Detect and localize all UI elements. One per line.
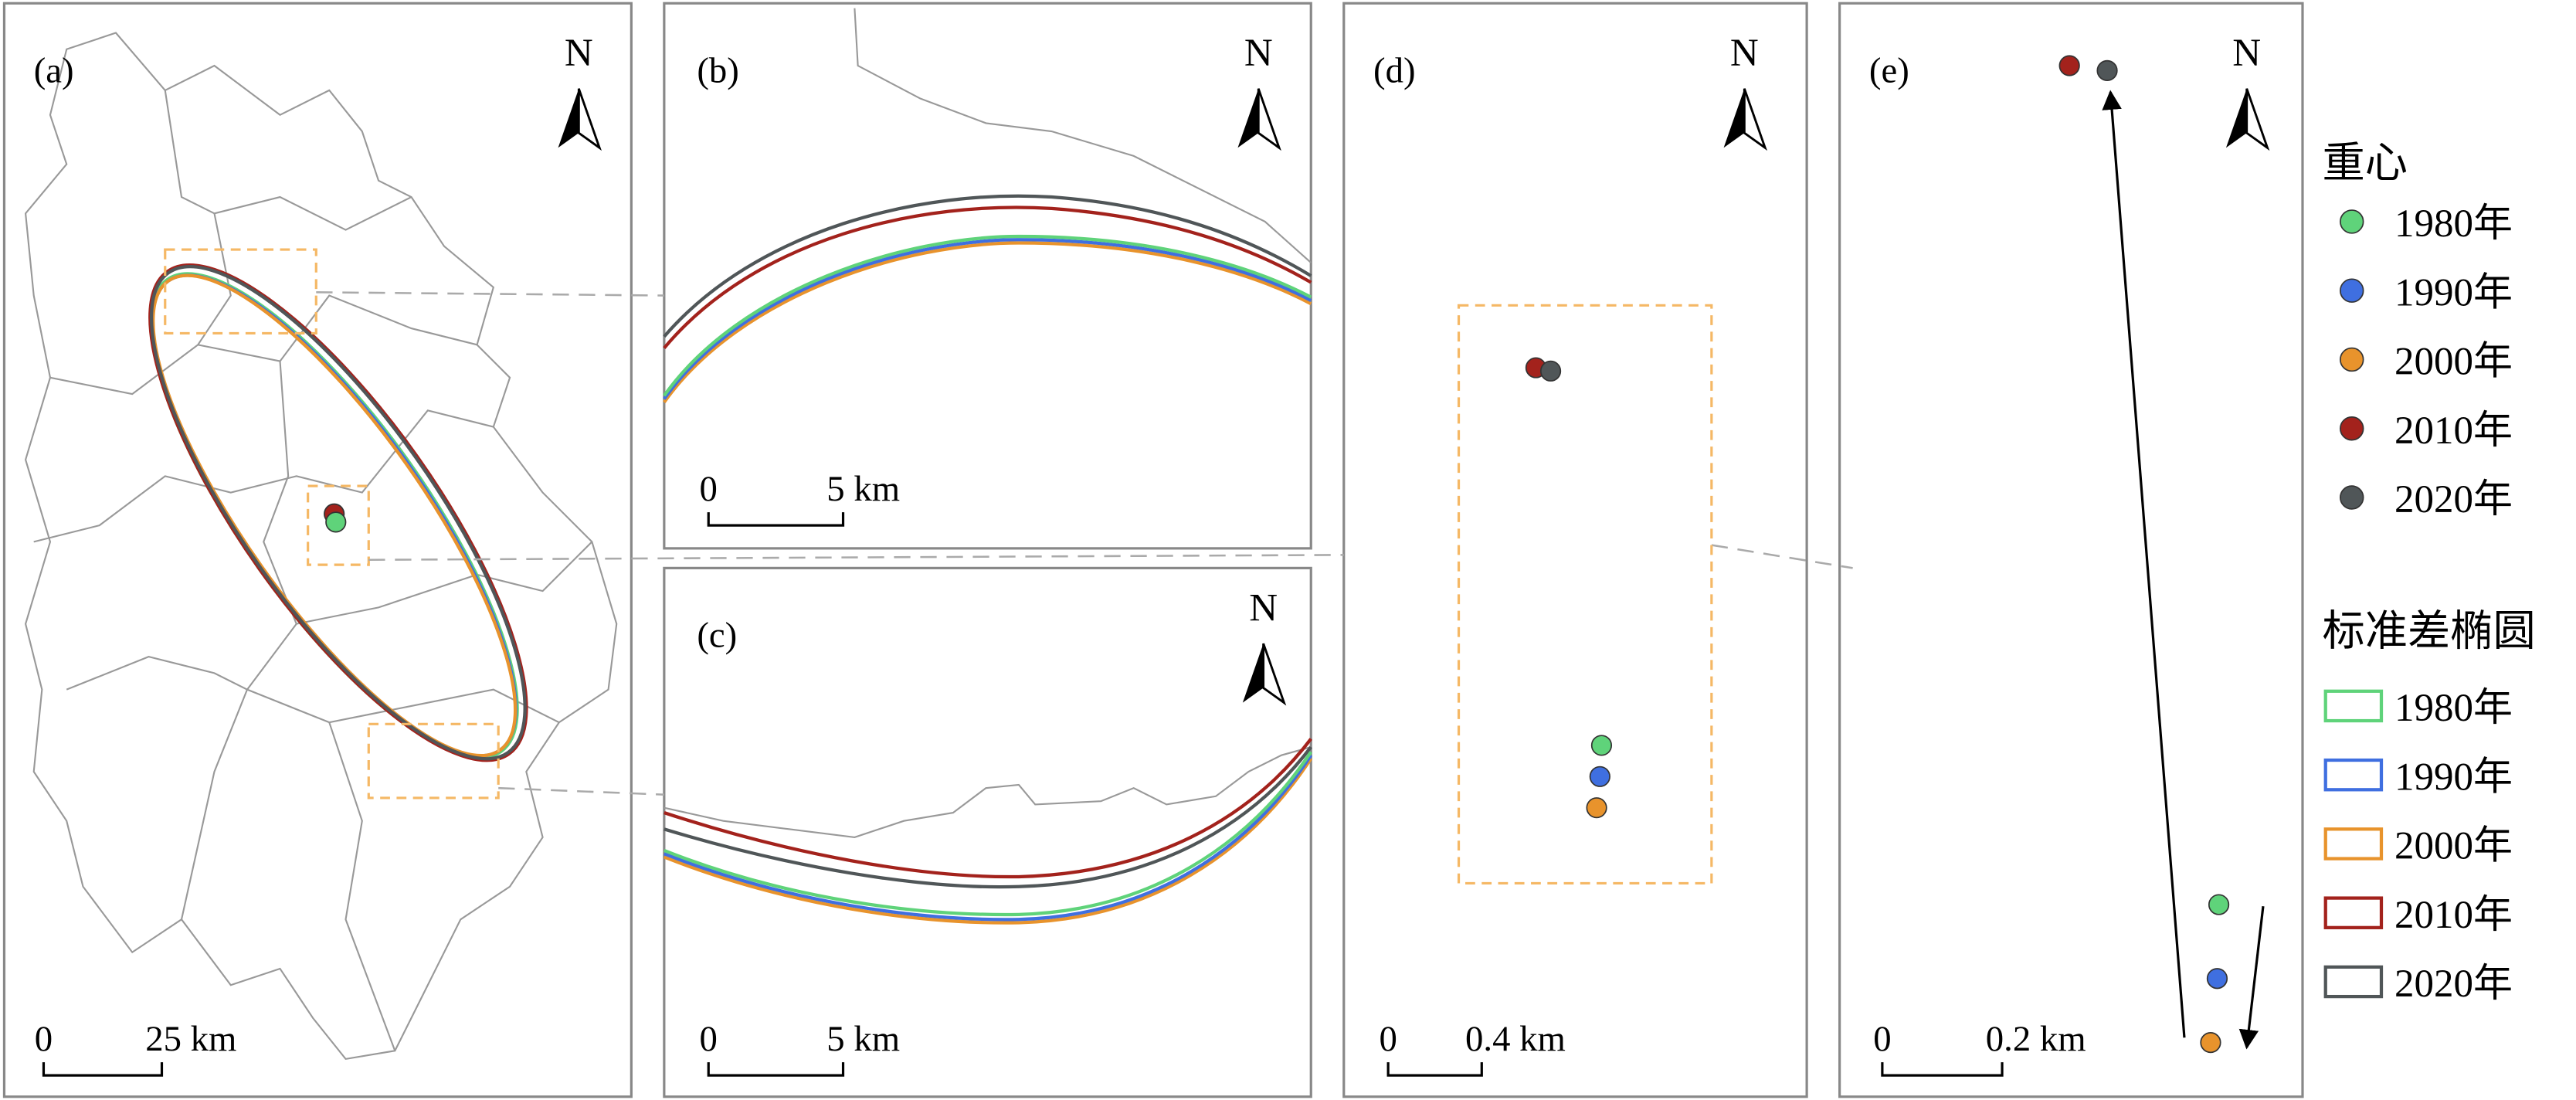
scale-bar [707, 512, 845, 527]
scale-label: 25 km [145, 1019, 236, 1059]
centroid [2208, 894, 2230, 915]
scale-label: 0.4 km [1465, 1019, 1566, 1059]
scale-label: 0 [700, 1019, 718, 1059]
legend-swatch [2323, 827, 2384, 861]
legend-swatch [2323, 758, 2384, 792]
zoom-box [367, 722, 500, 800]
zoom-box [164, 248, 317, 335]
legend-label: 2010年 [2394, 894, 2513, 937]
centroid [2096, 59, 2118, 81]
legend-label: 2020年 [2394, 478, 2513, 521]
north-label: N [2232, 32, 2261, 75]
panel-label: (e) [1869, 50, 1909, 90]
scale-label: 0 [35, 1019, 53, 1059]
panel-frame [1342, 2, 1808, 1098]
centroid [1589, 766, 1610, 787]
panel-label: (d) [1373, 50, 1416, 90]
scale-bar [707, 1062, 845, 1077]
zoom-box [1457, 304, 1713, 885]
panel-frame [663, 566, 1312, 1098]
scale-label: 0 [700, 469, 718, 509]
north-label: N [1249, 586, 1278, 630]
north-arrow [1237, 87, 1281, 149]
boundary [854, 8, 1312, 263]
centroid [1539, 360, 1562, 382]
ellipse-arcs [664, 738, 1313, 925]
legend-label: 2010年 [2394, 409, 2513, 453]
legend-swatch [2323, 896, 2384, 929]
legend-dot [2340, 485, 2364, 510]
boundary [664, 746, 1312, 839]
legend-dot [2340, 416, 2364, 441]
ellipse-arcs [663, 194, 1312, 403]
trend-arrow [2102, 90, 2186, 1038]
panel-label: (a) [34, 50, 74, 90]
panel-label: (b) [697, 50, 739, 90]
scale-label: 0.2 km [1986, 1019, 2086, 1059]
zoom-box [307, 484, 370, 566]
legend-title: 重心 [2322, 140, 2408, 187]
connector [1711, 544, 1853, 569]
panel-frame [663, 2, 1312, 550]
scale-bar [1386, 1062, 1483, 1077]
legend-label: 2000年 [2394, 341, 2513, 384]
centroid [2058, 55, 2080, 76]
legend-label: 1990年 [2394, 271, 2513, 314]
north-arrow [557, 87, 601, 149]
panel-label: (c) [697, 615, 737, 655]
legend-label: 2000年 [2394, 825, 2513, 868]
legend-swatch [2323, 965, 2384, 999]
legend-title: 标准差椭圆 [2322, 607, 2535, 654]
panel-frame [2, 2, 633, 1098]
legend-dot [2340, 278, 2364, 303]
legend-dot [2340, 347, 2364, 372]
legend-label: 2020年 [2394, 963, 2513, 1006]
north-label: N [1730, 32, 1759, 75]
scale-label: 5 km [826, 469, 900, 509]
legend-label: 1990年 [2394, 755, 2513, 799]
scale-label: 5 km [826, 1019, 900, 1059]
centroid [1590, 735, 1613, 756]
centroid [325, 511, 347, 533]
connector [368, 554, 1344, 562]
scale-label: 0 [1379, 1019, 1397, 1059]
connector [498, 786, 664, 796]
north-arrow [1241, 642, 1285, 704]
scale-bar [42, 1062, 164, 1077]
scale-label: 0 [1873, 1019, 1891, 1059]
north-arrow [2225, 87, 2269, 149]
north-arrow [1722, 87, 1767, 149]
panel-frame [1838, 2, 2304, 1098]
north-label: N [565, 32, 593, 75]
boundaries [24, 32, 618, 1061]
connector [316, 291, 664, 297]
ellipses [148, 263, 528, 762]
trend-arrow [2238, 906, 2265, 1050]
legend-label: 1980年 [2394, 202, 2513, 246]
centroid [1586, 797, 1607, 819]
legend-label: 1980年 [2394, 687, 2513, 730]
legend-dot [2340, 209, 2364, 234]
north-label: N [1244, 32, 1273, 75]
scale-bar [1881, 1062, 2004, 1077]
centroid [2200, 1032, 2221, 1054]
centroid [2206, 968, 2228, 990]
legend-swatch [2323, 689, 2384, 723]
